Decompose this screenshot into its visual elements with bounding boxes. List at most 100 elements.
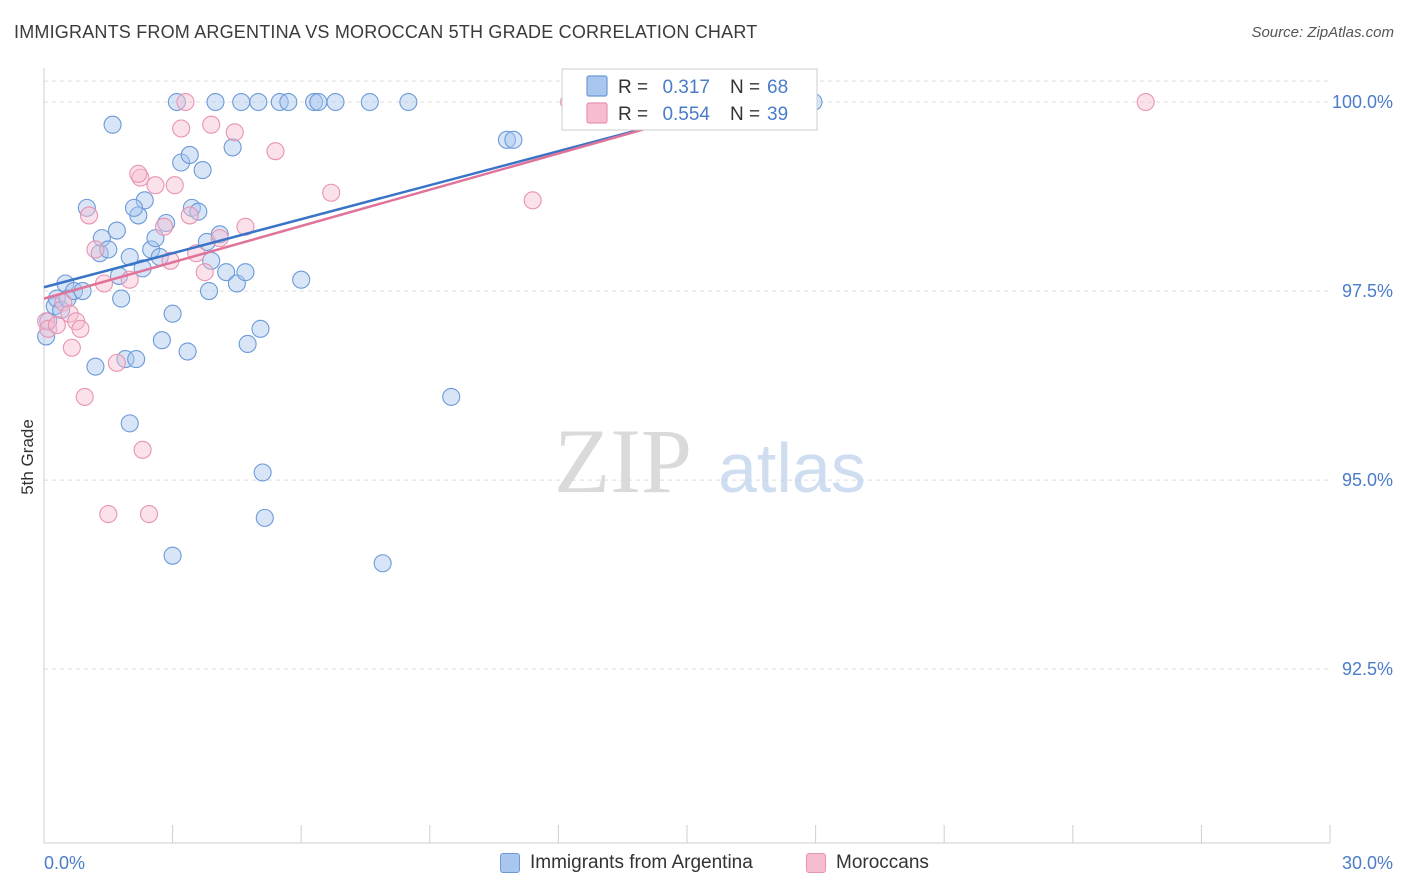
point-argentina (193, 161, 212, 180)
stats-legend: R = 0.317 N = 68 R = 0.554 N = 39 (561, 68, 818, 131)
point-argentina (189, 202, 208, 221)
point-argentina (107, 221, 126, 240)
point-argentina (163, 546, 182, 565)
y-axis-label: 5th Grade (18, 419, 37, 495)
point-argentina (305, 92, 324, 112)
point-moroccans (37, 312, 56, 331)
point-argentina (86, 357, 105, 376)
point-moroccans (86, 240, 105, 259)
point-argentina (92, 229, 111, 248)
point-argentina (223, 138, 242, 157)
point-argentina (135, 191, 154, 210)
point-argentina (253, 463, 272, 482)
legend-label-argentina: Immigrants from Argentina (530, 852, 753, 873)
stats-legend-n-label: N = (730, 104, 760, 125)
legend-label-moroccans: Moroccans (836, 852, 929, 873)
point-argentina (163, 304, 182, 323)
y-tick-label: 100.0% (1332, 92, 1393, 112)
point-argentina (292, 270, 311, 289)
point-moroccans (133, 440, 152, 459)
point-argentina (37, 327, 56, 346)
watermark-zip: ZIP (554, 410, 692, 512)
point-argentina (249, 92, 268, 112)
point-argentina (180, 145, 199, 165)
point-argentina (279, 92, 298, 112)
point-argentina (497, 130, 517, 149)
data-points (37, 92, 1155, 573)
point-argentina (399, 92, 418, 112)
point-moroccans (79, 206, 99, 225)
y-tick-label: 92.5% (1342, 659, 1393, 679)
stats-legend-r-label: R = (618, 77, 648, 98)
point-moroccans (39, 319, 58, 338)
point-moroccans (180, 206, 199, 225)
point-moroccans (202, 115, 221, 134)
point-argentina (52, 300, 71, 320)
point-moroccans (165, 176, 184, 195)
point-moroccans (71, 319, 90, 338)
chart-source: Source: ZipAtlas.com (1251, 24, 1394, 41)
stats-legend-r-value: 0.554 (662, 104, 710, 125)
point-argentina (103, 115, 122, 134)
point-moroccans (172, 119, 191, 138)
point-argentina (77, 198, 96, 217)
point-moroccans (176, 92, 195, 112)
point-argentina (178, 342, 197, 361)
point-argentina (232, 92, 251, 112)
point-argentina (124, 198, 144, 217)
point-argentina (236, 263, 255, 282)
legend-item-argentina[interactable]: Immigrants from Argentina (500, 852, 753, 874)
stats-legend-r-value: 0.317 (662, 77, 710, 98)
point-moroccans (139, 505, 159, 524)
point-argentina (442, 387, 461, 406)
point-argentina (206, 92, 225, 112)
point-argentina (112, 289, 131, 308)
point-moroccans (47, 316, 66, 335)
point-argentina (255, 508, 274, 527)
point-moroccans (129, 164, 148, 183)
stats-legend-n-value: 39 (767, 104, 788, 125)
axes: 0.0% 30.0% (43, 68, 1393, 873)
stats-legend-swatch (586, 102, 608, 124)
point-moroccans (154, 217, 174, 236)
point-argentina (127, 350, 146, 369)
point-moroccans (62, 338, 81, 357)
point-argentina (373, 554, 392, 573)
legend-item-moroccans[interactable]: Moroccans (806, 852, 929, 874)
legend-swatch-moroccans (806, 853, 826, 873)
point-moroccans (60, 304, 79, 323)
point-argentina (238, 334, 257, 354)
point-moroccans (225, 123, 244, 142)
point-argentina (251, 319, 270, 338)
point-argentina (152, 331, 171, 350)
stats-legend-n-label: N = (730, 77, 760, 98)
point-moroccans (107, 353, 126, 372)
point-argentina (116, 350, 135, 369)
stats-legend-swatch (586, 75, 608, 97)
point-argentina (217, 263, 236, 282)
point-moroccans (236, 217, 255, 236)
gridlines: 100.0% 97.5% 95.0% 92.5% (44, 80, 1393, 679)
chart-title: IMMIGRANTS FROM ARGENTINA VS MOROCCAN 5T… (14, 22, 758, 42)
point-moroccans (146, 176, 165, 195)
stats-legend-r-label: R = (618, 104, 648, 125)
point-moroccans (75, 387, 94, 406)
point-argentina (309, 92, 328, 112)
point-argentina (504, 130, 523, 149)
point-argentina (326, 92, 345, 112)
y-tick-label: 95.0% (1342, 470, 1393, 490)
watermark-atlas: atlas (718, 429, 866, 507)
x-tick-label-max: 30.0% (1342, 853, 1393, 873)
stats-legend-n-value: 68 (767, 77, 788, 98)
point-moroccans (99, 505, 118, 524)
point-argentina (99, 240, 118, 259)
point-argentina (199, 281, 219, 301)
x-tick-label-min: 0.0% (44, 853, 85, 873)
point-moroccans (266, 142, 285, 161)
point-moroccans (523, 191, 542, 210)
point-moroccans (322, 183, 341, 202)
point-argentina (360, 92, 379, 112)
point-moroccans (1136, 92, 1155, 112)
y-tick-label: 97.5% (1342, 281, 1393, 301)
